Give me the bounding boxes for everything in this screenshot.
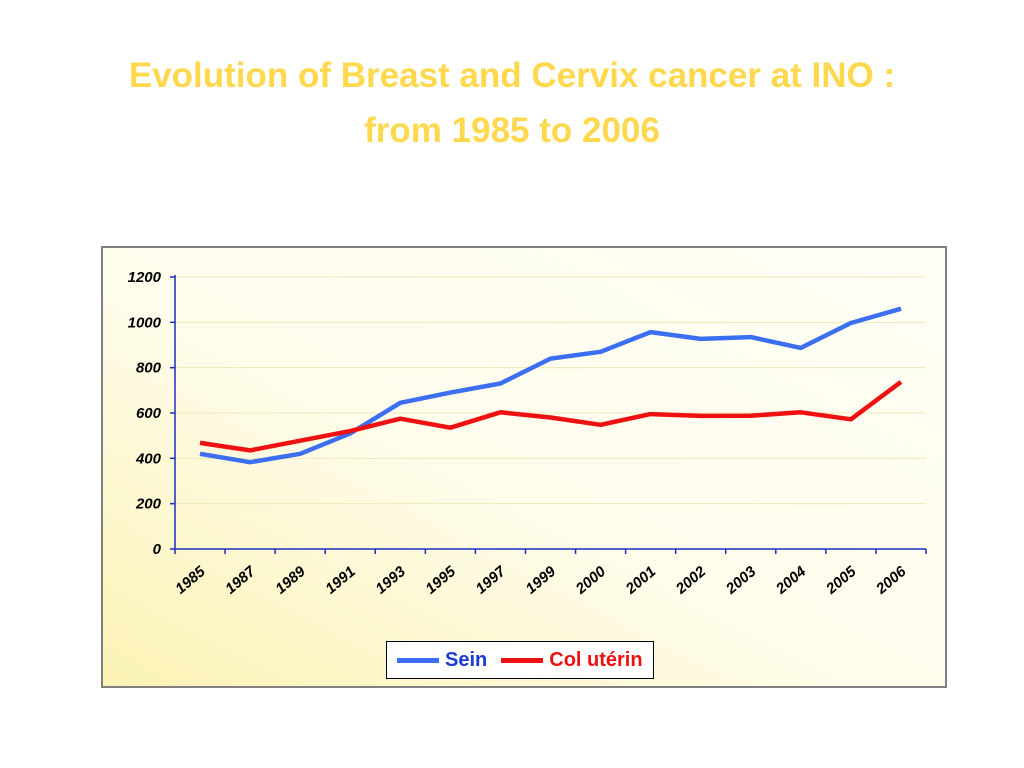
y-tick-label-1200: 1200 bbox=[128, 269, 162, 286]
x-tick-label-1985: 1985 bbox=[172, 563, 209, 598]
x-tick-label-1987: 1987 bbox=[222, 563, 259, 598]
x-tick-label-1989: 1989 bbox=[272, 563, 309, 598]
x-tick-label-1997: 1997 bbox=[473, 563, 510, 598]
x-tick-label-2005: 2005 bbox=[822, 563, 860, 599]
x-tick-label-1995: 1995 bbox=[422, 563, 459, 598]
y-tick-label-400: 400 bbox=[135, 450, 162, 467]
x-tick-label-1993: 1993 bbox=[372, 563, 409, 598]
x-tick-label-2000: 2000 bbox=[572, 563, 610, 599]
x-tick-label-2004: 2004 bbox=[772, 563, 810, 599]
series-line-1 bbox=[199, 380, 903, 453]
legend-item-col-uterin: Col utérin bbox=[501, 648, 643, 672]
legend-swatch-sein bbox=[397, 657, 439, 663]
y-tick-label-600: 600 bbox=[136, 405, 162, 422]
y-tick-label-200: 200 bbox=[135, 496, 162, 513]
x-tick-label-2003: 2003 bbox=[722, 563, 760, 599]
x-tick-label-2001: 2001 bbox=[622, 563, 659, 598]
legend-label-sein: Sein bbox=[445, 648, 488, 671]
x-tick-label-1999: 1999 bbox=[523, 563, 560, 598]
legend-swatch-col-uterin bbox=[501, 657, 544, 663]
chart-title: Evolution of Breast and Cervix cancer at… bbox=[0, 48, 1024, 158]
y-tick-label-1000: 1000 bbox=[128, 314, 162, 331]
chart-area: 0 200 400 600 800 1000 1200 1985 1987 1989 1991 199… bbox=[101, 246, 947, 688]
y-tick-label-800: 800 bbox=[136, 360, 162, 377]
chart-title-line2: from 1985 to 2006 bbox=[364, 111, 660, 150]
legend-label-col-uterin: Col utérin bbox=[549, 648, 643, 671]
chart-title-line1: Evolution of Breast and Cervix cancer at… bbox=[128, 56, 896, 95]
y-tick-label-0: 0 bbox=[153, 541, 162, 558]
x-tick-label-2006: 2006 bbox=[872, 563, 910, 599]
chart-legend: Sein Col utérin bbox=[386, 641, 654, 679]
x-tick-label-1991: 1991 bbox=[322, 563, 358, 597]
legend-item-sein: Sein bbox=[397, 649, 487, 672]
line-chart: 0 200 400 600 800 1000 1200 1985 1987 1989 1991 199… bbox=[128, 269, 927, 599]
x-tick-label-2002: 2002 bbox=[672, 563, 710, 599]
